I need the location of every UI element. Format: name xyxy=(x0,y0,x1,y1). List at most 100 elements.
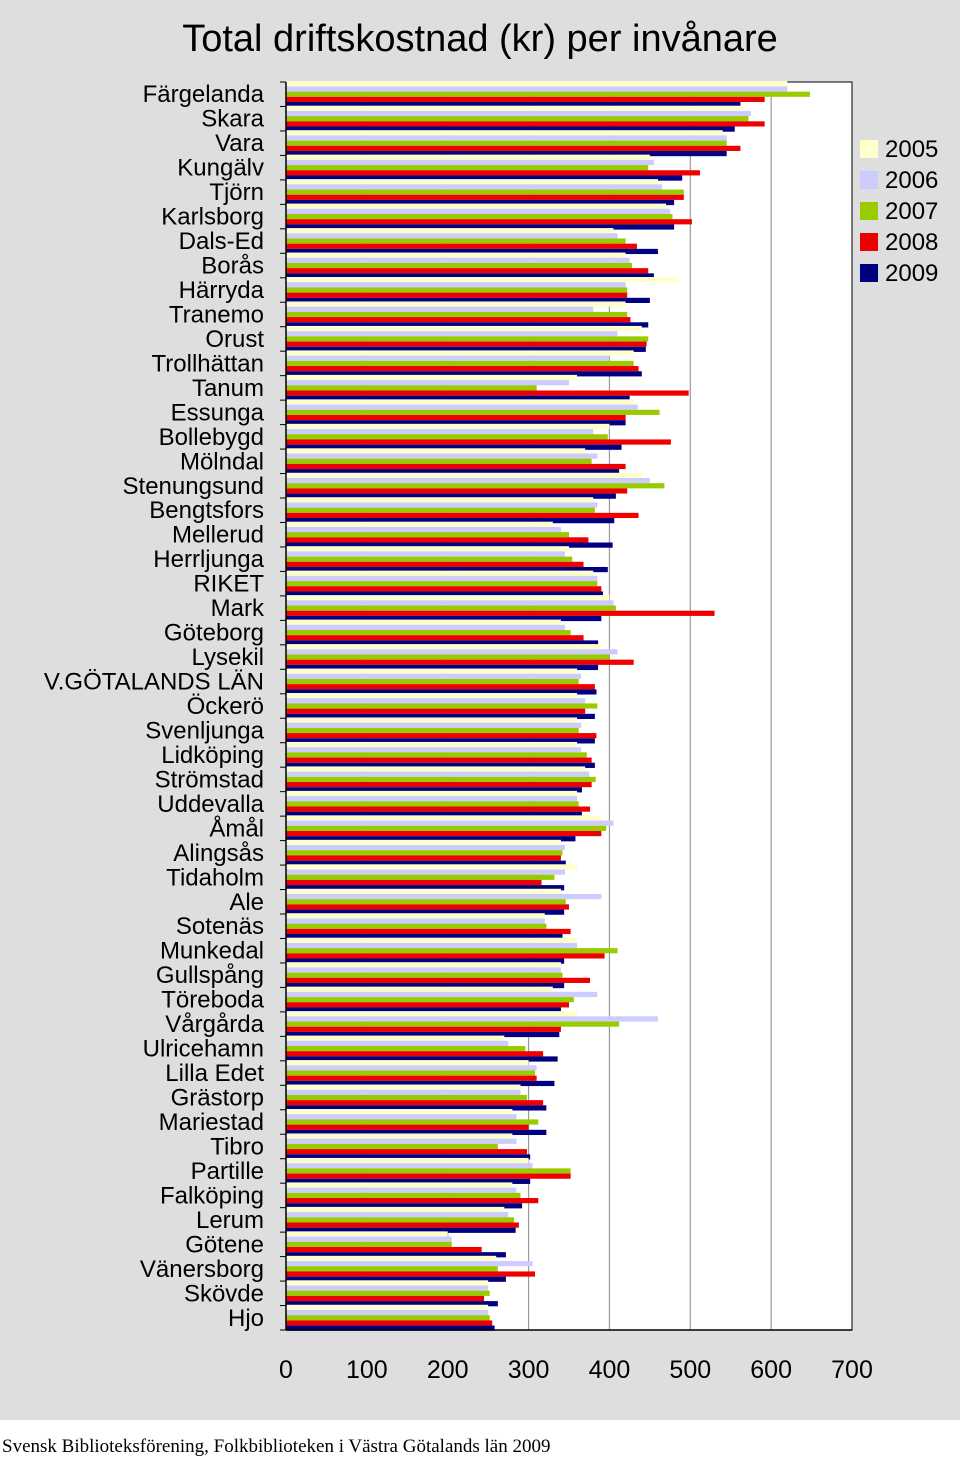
bar-2008 xyxy=(286,1124,529,1130)
category-label: Ale xyxy=(229,889,264,916)
x-tick-label: 600 xyxy=(750,1356,792,1384)
bar-2006 xyxy=(286,208,671,214)
bar-2009 xyxy=(286,1080,555,1087)
bar-2007 xyxy=(286,385,537,391)
category-label: Falköping xyxy=(160,1182,264,1209)
bar-2009 xyxy=(286,591,603,597)
bar-2008 xyxy=(286,561,584,567)
category-label: Dals-Ed xyxy=(179,228,264,255)
bar-2007 xyxy=(286,776,596,783)
bar-2005 xyxy=(286,374,578,381)
category-label: Skövde xyxy=(184,1280,264,1307)
bar-2005 xyxy=(286,81,788,87)
bar-2005 xyxy=(286,423,610,430)
bar-2009 xyxy=(286,102,741,108)
bar-2007 xyxy=(286,336,649,342)
bar-2007 xyxy=(286,262,633,269)
bar-2006 xyxy=(286,796,578,802)
bar-2007 xyxy=(286,434,608,440)
legend-swatch xyxy=(860,264,878,282)
bar-2009 xyxy=(286,371,642,377)
bar-2007 xyxy=(286,165,649,171)
bar-chart: FärgelandaSkaraVaraKungälvTjörnKarlsborg… xyxy=(44,81,938,1384)
bar-2008 xyxy=(286,855,561,861)
bar-2009 xyxy=(286,248,658,255)
bar-2007 xyxy=(286,727,579,734)
bar-2006 xyxy=(286,893,602,900)
bar-2005 xyxy=(286,497,594,503)
bar-2009 xyxy=(286,566,608,573)
bar-2007 xyxy=(286,1192,521,1199)
bar-2006 xyxy=(286,649,618,655)
category-label: Göteborg xyxy=(164,620,264,647)
chart-area: Total driftskostnad (kr) per invånare Fä… xyxy=(0,0,960,1420)
bar-2005 xyxy=(286,154,650,160)
bar-2007 xyxy=(286,948,618,954)
x-tick-label: 400 xyxy=(589,1356,631,1384)
bar-2009 xyxy=(286,1154,531,1160)
bar-2005 xyxy=(286,521,553,527)
bar-2007 xyxy=(286,311,628,318)
bar-2006 xyxy=(286,869,565,875)
bar-2008 xyxy=(286,1246,482,1253)
bar-2007 xyxy=(286,899,566,905)
bar-2007 xyxy=(286,483,665,489)
bar-2006 xyxy=(286,698,586,704)
bar-2008 xyxy=(286,1198,539,1204)
bar-2006 xyxy=(286,355,610,361)
bar-2007 xyxy=(286,629,571,636)
bar-2006 xyxy=(286,991,598,998)
category-label: Alingsås xyxy=(173,840,264,867)
category-label: Lidköping xyxy=(161,742,264,769)
bar-2006 xyxy=(286,1309,489,1316)
bar-2006 xyxy=(286,575,598,582)
bar-2009 xyxy=(286,1056,558,1062)
bar-2006 xyxy=(286,477,650,484)
bar-2007 xyxy=(286,678,579,685)
bar-2006 xyxy=(286,380,569,386)
bar-2006 xyxy=(286,453,598,459)
bar-2009 xyxy=(286,273,654,279)
bar-2009 xyxy=(286,836,576,842)
bar-2005 xyxy=(286,448,586,454)
bar-2007 xyxy=(286,1119,539,1125)
bar-2007 xyxy=(286,1070,536,1076)
bar-2009 xyxy=(286,1276,506,1282)
category-label: Partille xyxy=(191,1158,264,1185)
category-label: Ulricehamn xyxy=(143,1036,264,1063)
category-label: Öckerö xyxy=(187,693,264,720)
bar-2005 xyxy=(286,619,561,625)
bar-2008 xyxy=(286,1149,527,1155)
bar-2007 xyxy=(286,1045,526,1052)
bar-2006 xyxy=(286,110,751,117)
bar-2009 xyxy=(286,1301,498,1307)
legend-label: 2005 xyxy=(885,136,938,163)
bar-2008 xyxy=(286,610,715,616)
bar-2008 xyxy=(286,586,602,592)
bar-2007 xyxy=(286,116,749,122)
bar-2005 xyxy=(286,472,642,478)
bar-2005 xyxy=(286,570,594,576)
bar-2009 xyxy=(286,126,735,132)
bar-2006 xyxy=(286,331,618,337)
x-tick-label: 100 xyxy=(346,1356,388,1384)
category-label: Härryda xyxy=(179,277,265,304)
bar-2006 xyxy=(286,1016,658,1022)
bar-2005 xyxy=(286,1231,448,1237)
bar-2007 xyxy=(286,874,555,880)
bar-2005 xyxy=(286,1280,489,1286)
category-label: Grästorp xyxy=(171,1085,264,1112)
category-label: Munkedal xyxy=(160,938,264,965)
bar-2007 xyxy=(286,997,574,1003)
bar-2006 xyxy=(286,1065,537,1071)
bar-2007 xyxy=(286,825,607,831)
bar-2005 xyxy=(286,325,642,332)
category-label: Tibro xyxy=(210,1133,264,1160)
bar-2009 xyxy=(286,518,615,524)
bar-2008 xyxy=(286,121,765,127)
bar-2006 xyxy=(286,233,618,239)
bar-2008 xyxy=(286,292,628,298)
bar-2005 xyxy=(286,1035,505,1041)
legend-swatch xyxy=(860,171,878,189)
bar-2006 xyxy=(286,306,594,312)
